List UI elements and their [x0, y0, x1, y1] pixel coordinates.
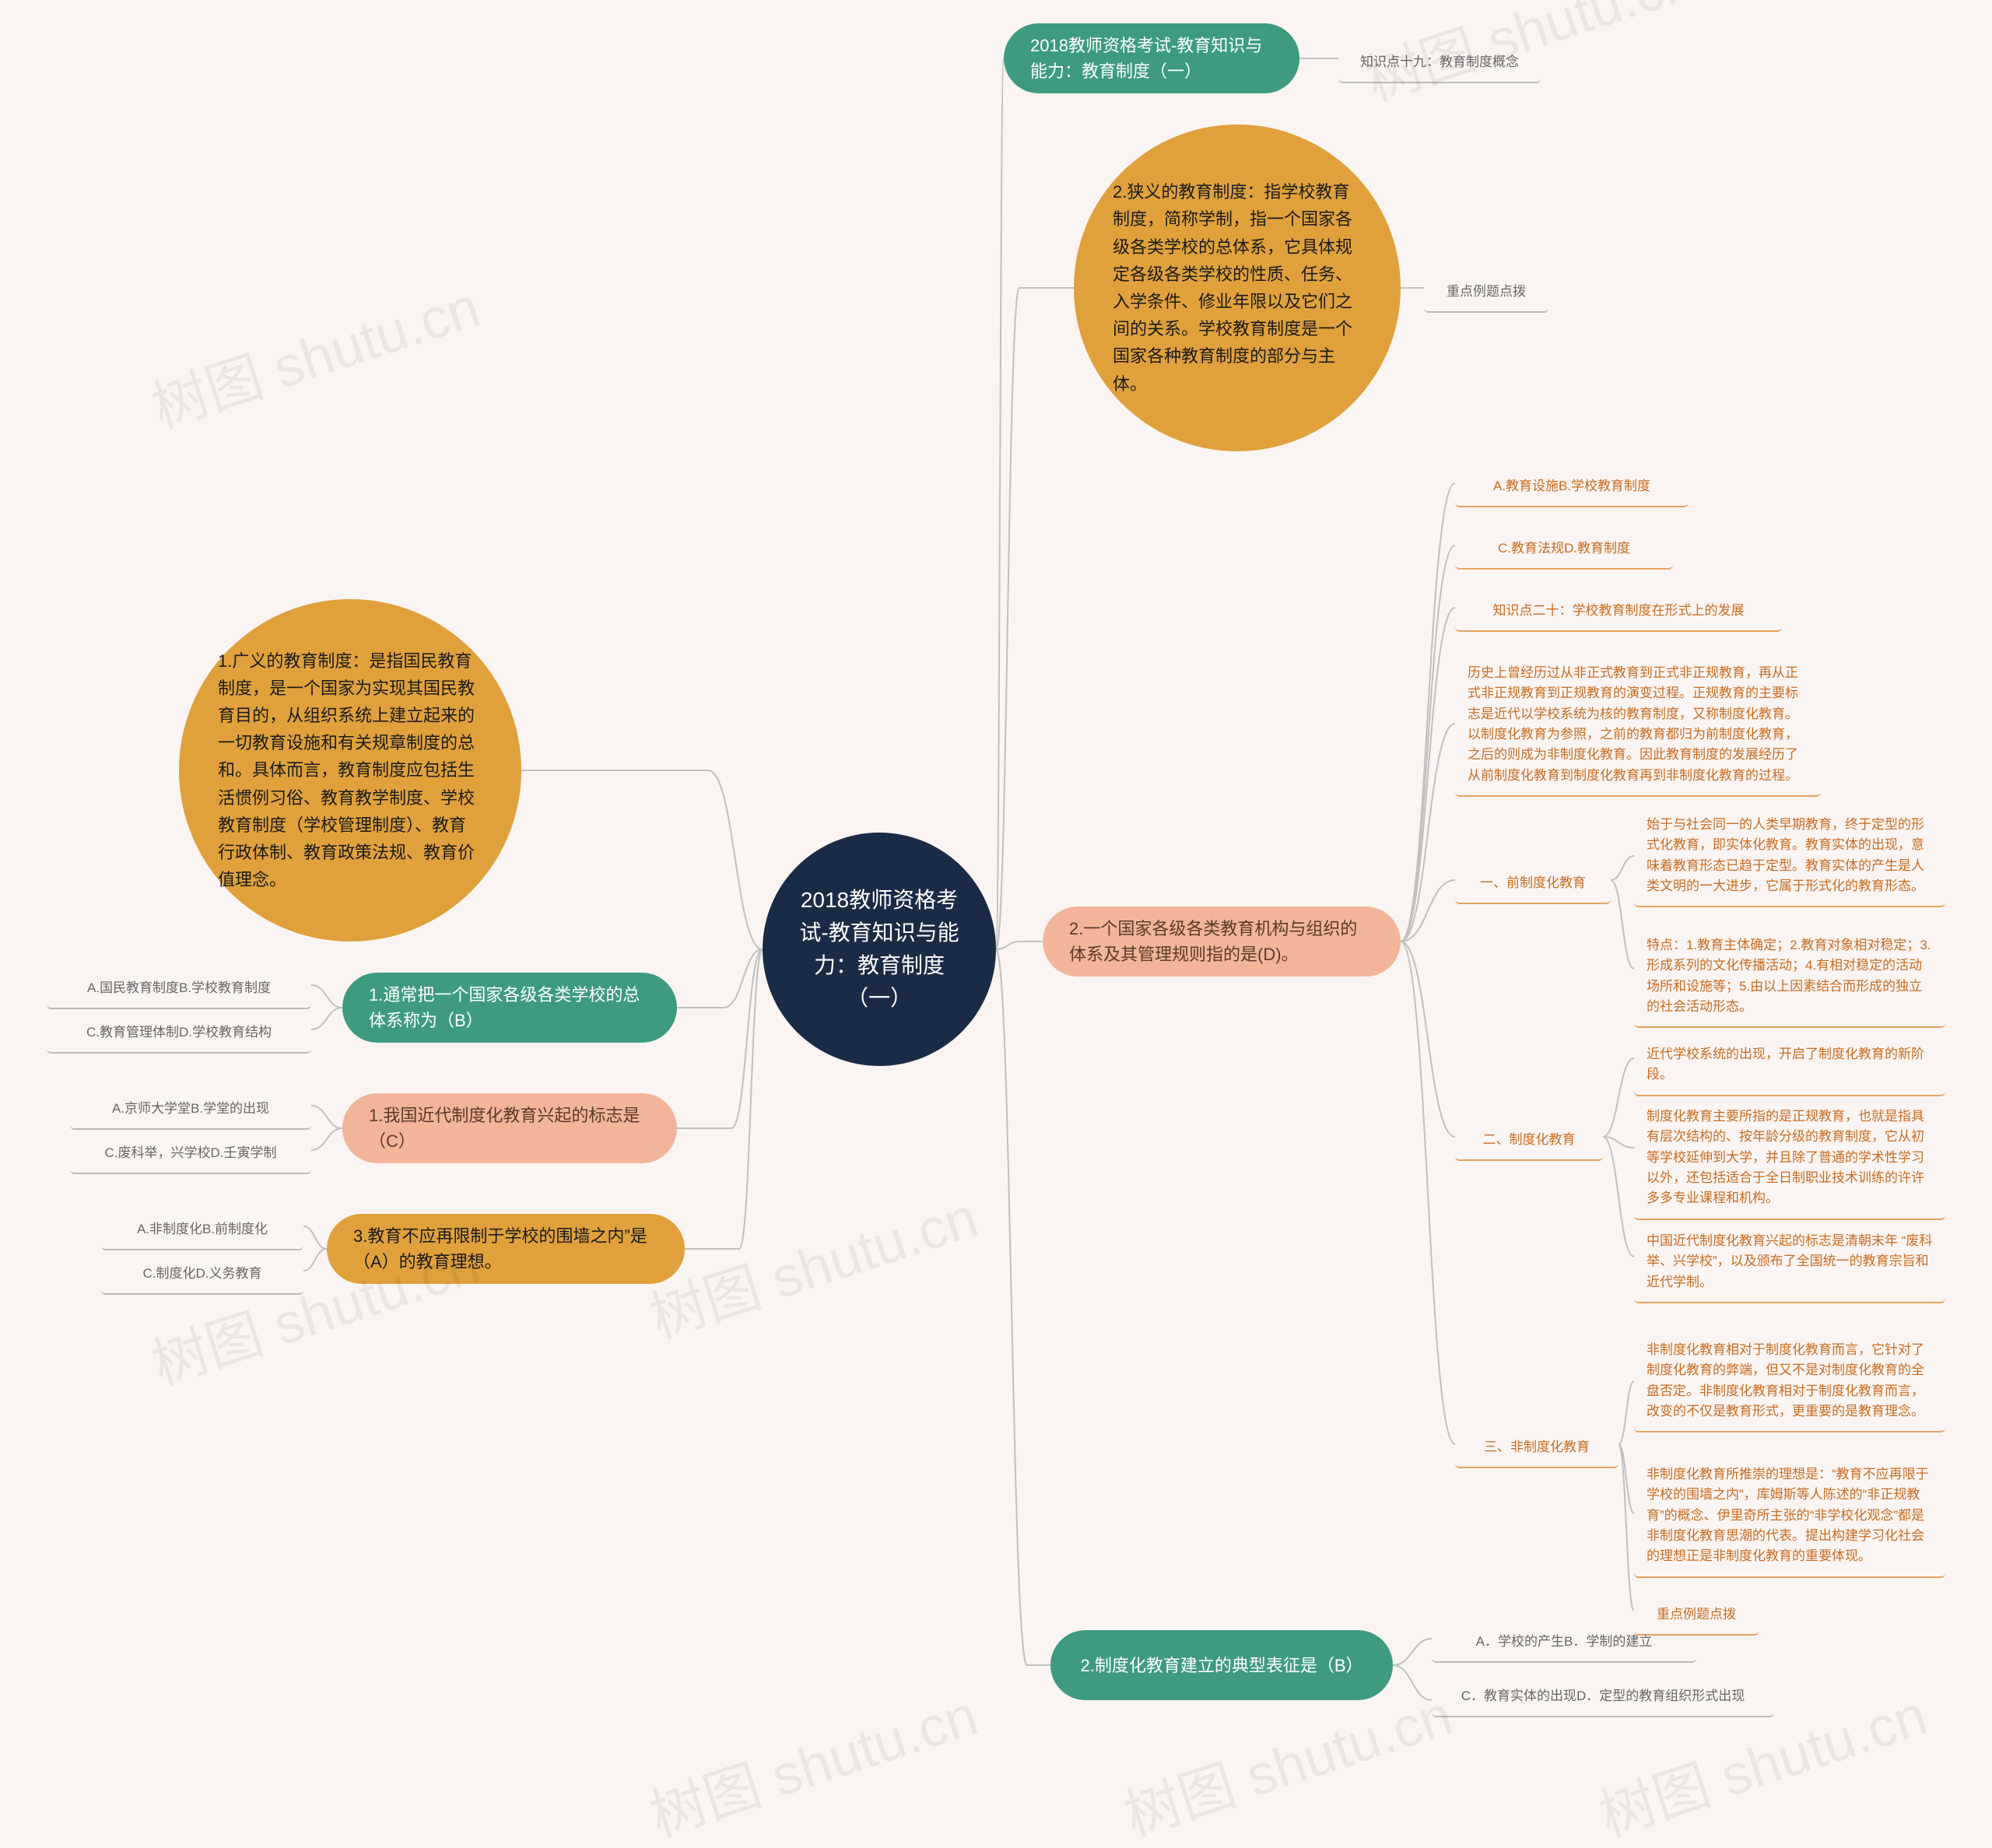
q1-opt-a: A.国民教育制度B.学校教育制度	[47, 969, 311, 1009]
q2b-optA: A．学校的产生B．学制的建立	[1432, 1622, 1696, 1663]
watermark: 树图 shutu.cn	[638, 1171, 986, 1354]
q1c-opt-c: C.废科举，兴学校D.壬寅学制	[70, 1134, 311, 1174]
r-noninst-2: 非制度化教育所推崇的理想是：“教育不应再限于学校的围墙之内”，库姆斯等人陈述的“…	[1634, 1455, 1945, 1578]
r-kp20: 知识点二十：学校教育制度在形式上的发展	[1455, 591, 1782, 632]
q2b-optC: C．教育实体的出现D．定型的教育组织形式出现	[1432, 1677, 1774, 1717]
r-inst-2: 制度化教育主要所指的是正规教育，也就是指具有层次结构的、按年龄分级的教育制度，它…	[1634, 1097, 1945, 1220]
salmon-q1c: 1.我国近代制度化教育兴起的标志是（C）	[342, 1093, 677, 1163]
green-q1: 1.通常把一个国家各级各类学校的总体系称为（B）	[342, 973, 677, 1043]
gold-circle-narrow-leaf: 重点例题点拨	[1424, 272, 1548, 313]
q1c-opt-a: A.京师大学堂B.学堂的出现	[70, 1089, 311, 1130]
r-inst-3: 中国近代制度化教育兴起的标志是清朝末年 “废科举、兴学校”，以及颁布了全国统一的…	[1634, 1222, 1945, 1303]
gold-circle-narrow: 2.狭义的教育制度：指学校教育制度，简称学制，指一个国家各级各类学校的总体系，它…	[1074, 124, 1401, 451]
watermark: 树图 shutu.cn	[140, 261, 488, 444]
q1-opt-c: C.教育管理体制D.学校教育结构	[47, 1013, 311, 1054]
r-history: 历史上曾经历过从非正式教育到正式非正规教育，再从正式非正规教育到正规教育的演变过…	[1455, 654, 1821, 797]
r-pre: 一、前制度化教育	[1455, 864, 1611, 904]
q3-opt-a: A.非制度化B.前制度化	[101, 1210, 303, 1250]
gold-circle-broad: 1.广义的教育制度：是指国民教育制度，是一个国家为实现其国民教育目的，从组织系统…	[179, 599, 521, 942]
watermark: 树图 shutu.cn	[638, 1669, 986, 1848]
r-pre-2: 特点：1.教育主体确定；2.教育对象相对稳定；3.形成系列的文化传播活动；4.有…	[1634, 926, 1945, 1028]
salmon-q2: 2.一个国家各级各类教育机构与组织的体系及其管理规则指的是(D)。	[1043, 906, 1401, 977]
r-optC: C.教育法规D.教育制度	[1455, 529, 1673, 570]
top-green-leaf: 知识点十九：教育制度概念	[1338, 43, 1541, 83]
r-optA: A.教育设施B.学校教育制度	[1455, 467, 1689, 507]
r-pre-1: 始于与社会同一的人类早期教育，终于定型的形式化教育，即实体化教育。教育实体的出现…	[1634, 805, 1945, 907]
gold-q3: 3.教育不应再限制于学校的围墙之内”是（A）的教育理想。	[327, 1214, 685, 1284]
top-green: 2018教师资格考试-教育知识与能力：教育制度（一）	[1004, 23, 1299, 93]
r-inst-1: 近代学校系统的出现，开启了制度化教育的新阶段。	[1634, 1035, 1945, 1096]
r-noninst-1: 非制度化教育相对于制度化教育而言，它针对了制度化教育的弊端，但又不是对制度化教育…	[1634, 1331, 1945, 1432]
r-noninst: 三、非制度化教育	[1455, 1428, 1618, 1468]
green-q2b: 2.制度化教育建立的典型表征是（B）	[1050, 1630, 1393, 1700]
root-node: 2018教师资格考试-教育知识与能力：教育制度（一）	[763, 833, 996, 1066]
q3-opt-c: C.制度化D.义务教育	[101, 1254, 303, 1295]
r-inst: 二、制度化教育	[1455, 1120, 1603, 1161]
